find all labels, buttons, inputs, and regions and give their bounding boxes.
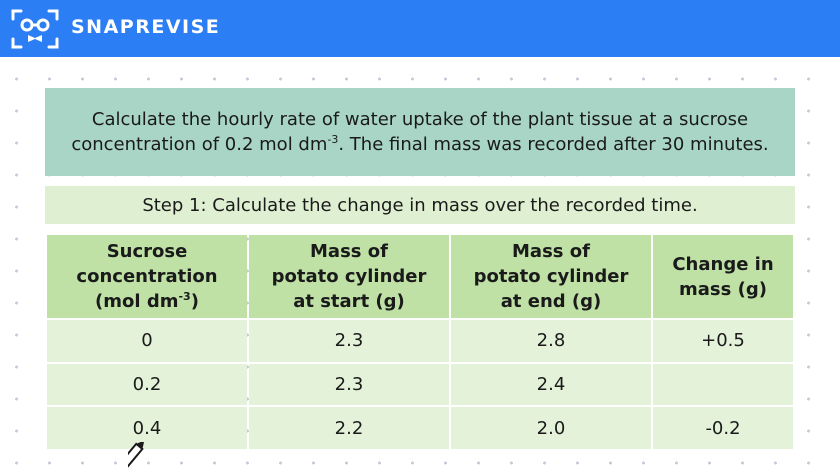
step-instruction: Step 1: Calculate the change in mass ove… (45, 186, 795, 224)
header-mass-end: Mass of potato cylinder at end (g) (451, 235, 651, 318)
question-box: Calculate the hourly rate of water uptak… (45, 88, 795, 176)
table-cell: 2.3 (249, 363, 449, 406)
pencil-cursor-icon (128, 442, 145, 471)
header-bar: SNAPREVISE (0, 0, 840, 57)
table-cell: 2.8 (451, 320, 651, 362)
table-header-row: Sucrose concentration (mol dm-3) Mass of… (47, 235, 793, 318)
question-text: Calculate the hourly rate of water uptak… (71, 109, 769, 155)
header-sucrose-concentration: Sucrose concentration (mol dm-3) (47, 235, 247, 318)
robot-face-icon (11, 9, 59, 49)
table-row: 0 2.3 2.8 +0.5 (47, 320, 793, 362)
header-mass-start: Mass of potato cylinder at start (g) (249, 235, 449, 318)
table-row: 0.4 2.2 2.0 -0.2 (47, 407, 793, 449)
table-cell-change-empty[interactable] (653, 363, 793, 406)
table-cell: 2.2 (249, 407, 449, 449)
table-row: 0.2 2.3 2.4 (47, 363, 793, 406)
brand-name: SNAPREVISE (71, 16, 221, 38)
data-table: Sucrose concentration (mol dm-3) Mass of… (45, 233, 795, 451)
table-cell: +0.5 (653, 320, 793, 362)
step-text: Step 1: Calculate the change in mass ove… (142, 194, 698, 216)
table-cell: 0.2 (47, 363, 247, 406)
table-cell: 2.3 (249, 320, 449, 362)
table-cell: 2.4 (451, 363, 651, 406)
table-cell: 0.4 (47, 407, 247, 449)
table-cell: -0.2 (653, 407, 793, 449)
table-cell: 0 (47, 320, 247, 362)
header-change-in-mass: Change in mass (g) (653, 235, 793, 318)
table-cell: 2.0 (451, 407, 651, 449)
